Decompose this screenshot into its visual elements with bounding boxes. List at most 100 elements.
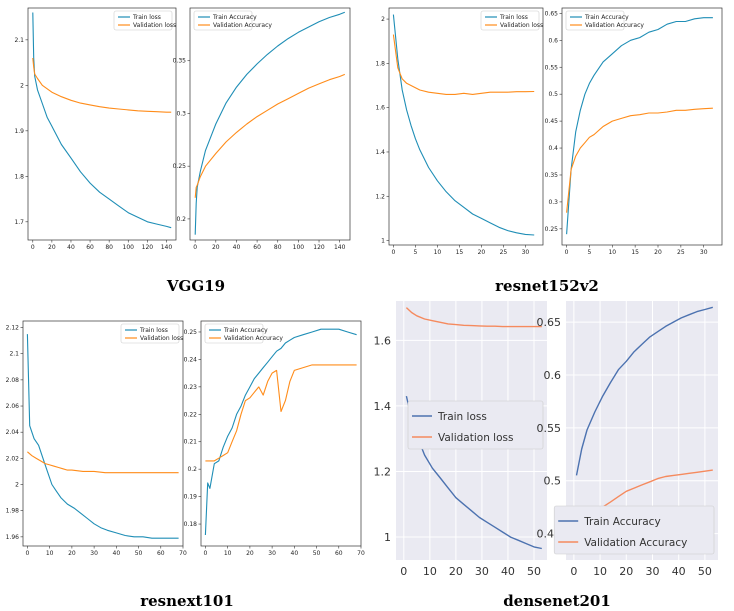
y-tick-label: 0.23 bbox=[184, 384, 198, 391]
x-tick-label: 60 bbox=[335, 550, 343, 557]
x-tick-label: 40 bbox=[67, 244, 75, 251]
x-tick-label: 25 bbox=[677, 249, 685, 256]
x-tick-label: 10 bbox=[46, 550, 54, 557]
y-tick-label: 0.18 bbox=[184, 521, 198, 528]
y-tick-label: 0.65 bbox=[545, 10, 559, 17]
chart-densenet201-loss: 0 10 20 30 40 50 1 1.2 1.4 1.6 Train loss Validatio… bbox=[374, 301, 547, 578]
x-tick-label: 20 bbox=[619, 565, 633, 578]
legend-label: Train loss bbox=[437, 411, 487, 423]
y-tick-label: 1.96 bbox=[6, 534, 20, 541]
x-tick-label: 40 bbox=[113, 550, 121, 557]
legend-label: Train Accuracy bbox=[223, 327, 268, 334]
y-tick-label: 1.9 bbox=[14, 128, 24, 135]
y-tick-label: 0.55 bbox=[537, 422, 562, 435]
y-tick-label: 2.02 bbox=[6, 455, 20, 462]
x-tick-label: 10 bbox=[434, 249, 442, 256]
y-tick-label: 1.7 bbox=[14, 219, 24, 226]
series-line-train bbox=[194, 11, 346, 235]
plot-area bbox=[189, 7, 351, 241]
series-line-train bbox=[566, 17, 713, 235]
series-line-validation bbox=[405, 307, 542, 328]
y-tick-label: 2.1 bbox=[9, 351, 19, 358]
x-tick-label: 15 bbox=[631, 249, 639, 256]
x-tick-label: 5 bbox=[588, 249, 592, 256]
y-tick-label: 2 bbox=[15, 482, 19, 489]
y-tick-label: 0.5 bbox=[548, 91, 558, 98]
series-line-train bbox=[405, 395, 542, 550]
y-tick-label: 2 bbox=[20, 82, 24, 89]
x-tick-label: 0 bbox=[31, 244, 35, 251]
x-tick-label: 40 bbox=[233, 244, 241, 251]
x-tick-label: 0 bbox=[400, 565, 407, 578]
y-tick-label: 2.06 bbox=[6, 403, 20, 410]
plot-area bbox=[27, 7, 177, 241]
plot-area bbox=[200, 320, 362, 547]
series-line-train bbox=[32, 12, 172, 229]
caption-densenet201: densenet201 bbox=[503, 592, 611, 610]
legend-label: Validation Accuracy bbox=[584, 537, 687, 549]
series-line-validation bbox=[27, 451, 179, 474]
series-line-validation bbox=[194, 73, 346, 198]
x-tick-label: 0 bbox=[193, 244, 197, 251]
y-tick-label: 1.4 bbox=[375, 149, 385, 156]
y-tick-label: 0.2 bbox=[176, 216, 186, 223]
y-tick-label: 1.2 bbox=[374, 465, 392, 478]
legend-label: Validation Accuracy bbox=[224, 335, 283, 342]
series-line-validation bbox=[205, 364, 357, 462]
legend-label: Train loss bbox=[499, 14, 528, 21]
y-tick-label: 2 bbox=[381, 16, 385, 23]
chart-vgg19-loss: 0 20 40 60 80 100 120 140 1.7 1.8 1.9 2 2.1 Train los… bbox=[14, 7, 177, 251]
series-line-train bbox=[575, 306, 713, 476]
y-tick-label: 1 bbox=[384, 531, 391, 544]
caption-vgg19: VGG19 bbox=[166, 277, 225, 295]
x-tick-label: 40 bbox=[291, 550, 299, 557]
series-line-validation bbox=[566, 107, 713, 213]
y-tick-label: 0.21 bbox=[184, 439, 198, 446]
y-tick-label: 0.4 bbox=[548, 145, 558, 152]
caption-resnet152v2: resnet152v2 bbox=[495, 277, 599, 295]
x-tick-label: 40 bbox=[672, 565, 686, 578]
legend-label: Train loss bbox=[139, 327, 168, 334]
x-tick-label: 60 bbox=[157, 550, 165, 557]
y-tick-label: 0.55 bbox=[545, 64, 559, 71]
x-tick-label: 20 bbox=[212, 244, 220, 251]
y-tick-label: 0.35 bbox=[173, 58, 187, 65]
x-tick-label: 10 bbox=[423, 565, 437, 578]
x-tick-label: 0 bbox=[570, 565, 577, 578]
y-tick-label: 1.6 bbox=[375, 105, 385, 112]
y-tick-label: 0.25 bbox=[173, 163, 187, 170]
x-tick-label: 30 bbox=[645, 565, 659, 578]
y-tick-label: 2.04 bbox=[6, 429, 20, 436]
y-tick-label: 0.3 bbox=[176, 110, 186, 117]
plot-area bbox=[22, 320, 184, 547]
x-tick-label: 0 bbox=[26, 550, 30, 557]
y-tick-label: 1.4 bbox=[374, 400, 392, 413]
chart-resnet152v2-loss: 0 5 10 15 20 25 30 1 1.2 1.4 1.6 1.8 2 Train lossVali… bbox=[375, 7, 544, 256]
x-tick-label: 20 bbox=[246, 550, 254, 557]
y-tick-label: 0.2 bbox=[187, 466, 197, 473]
x-tick-label: 20 bbox=[48, 244, 56, 251]
series-line-train bbox=[204, 328, 357, 536]
x-tick-label: 10 bbox=[224, 550, 232, 557]
x-tick-label: 5 bbox=[413, 249, 417, 256]
y-tick-label: 0.35 bbox=[545, 172, 559, 179]
x-tick-label: 0 bbox=[391, 249, 395, 256]
y-tick-label: 0.25 bbox=[545, 226, 559, 233]
legend-label: Validation loss bbox=[500, 22, 543, 29]
y-tick-label: 1.6 bbox=[374, 334, 392, 347]
legend-label: Train Accuracy bbox=[212, 14, 257, 21]
x-tick-label: 30 bbox=[268, 550, 276, 557]
y-tick-label: 0.45 bbox=[545, 118, 559, 125]
legend-box bbox=[553, 505, 715, 555]
x-tick-label: 140 bbox=[334, 244, 346, 251]
x-tick-label: 10 bbox=[593, 565, 607, 578]
x-tick-label: 80 bbox=[105, 244, 113, 251]
legend-label: Train Accuracy bbox=[584, 14, 629, 21]
